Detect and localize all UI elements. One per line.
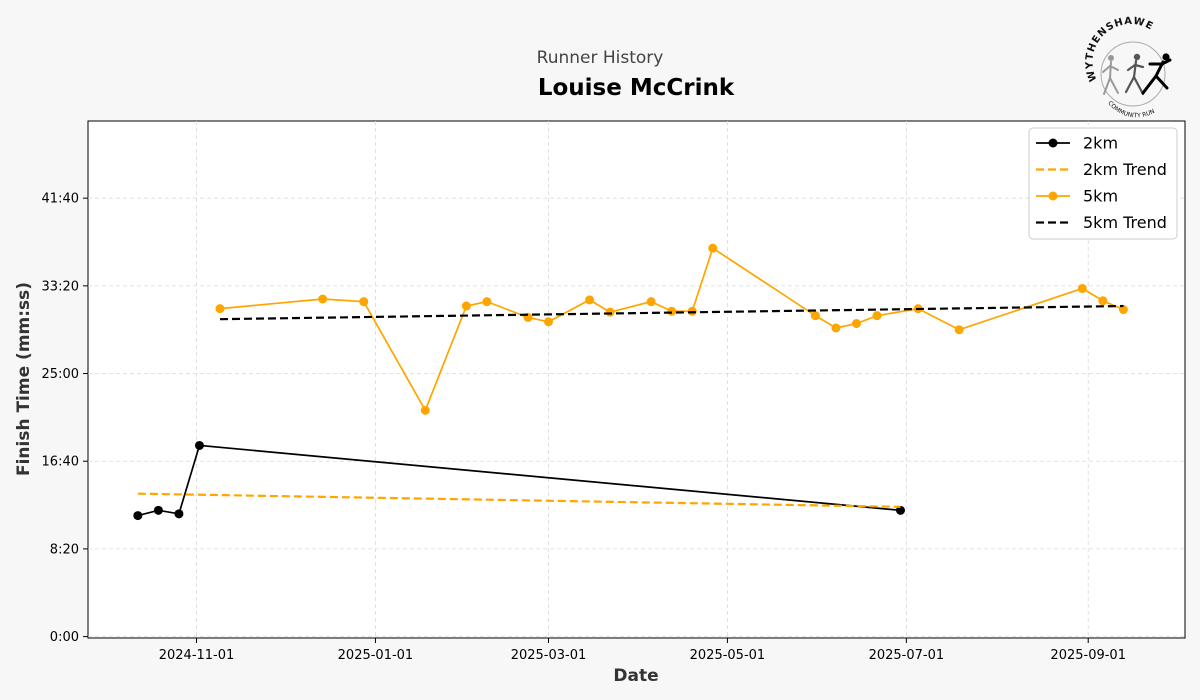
legend-marker [1048,191,1058,201]
data-point [667,306,677,316]
data-point [872,311,882,321]
data-point [461,301,471,311]
data-point [646,297,656,307]
data-point [174,509,184,519]
runner-icon-black [1141,53,1172,95]
data-point [851,319,861,329]
wythenshawe-logo: WYTHENSHAWE COMMUNITY RUN [1084,16,1172,120]
legend-label: 5km [1083,187,1118,206]
legend-label: 5km Trend [1083,213,1167,232]
x-tick-label: 2025-05-01 [690,648,766,663]
series-line-3 [219,304,1124,321]
x-tick-label: 2025-01-01 [338,648,414,663]
data-point [420,405,430,415]
data-point [585,295,595,305]
data-point [1118,305,1128,315]
axes-layer: 2024-11-01 2025-01-01 2025-03-01 2025-05-01… [42,192,1126,663]
chart-title: Louise McCrink [538,75,735,101]
logo-top-text: WYTHENSHAWE [1084,16,1155,83]
data-point [895,505,905,515]
y-axis-label: Finish Time (mm:ss) [14,282,34,476]
legend-label: 2km Trend [1083,160,1167,179]
x-tick-label: 2025-07-01 [869,648,945,663]
data-point [708,243,718,253]
runner-icon-dark [1124,53,1145,96]
data-point [133,511,143,521]
y-tick-label: 0:00 [50,630,79,645]
data-point [153,505,163,515]
y-tick-label: 25:00 [42,367,79,382]
x-tick-label: 2024-11-01 [159,648,235,663]
runner-icon-grey [1102,55,1119,95]
data-point [544,317,554,327]
data-point [194,440,204,450]
data-point [482,297,492,307]
data-point [831,323,841,333]
data-point [1098,296,1108,306]
y-tick-label: 41:40 [42,192,79,207]
data-point [810,311,820,321]
legend: 2km 2km Trend 5km 5km Trend [1028,127,1178,240]
logo-bottom-text: COMMUNITY RUN [1106,100,1156,120]
data-point [318,294,328,304]
x-tick-label: 2025-09-01 [1050,648,1126,663]
data-point [954,325,964,335]
y-tick-label: 16:40 [42,455,79,470]
data-point [605,307,615,317]
grid-layer [88,121,1185,638]
data-point [359,297,369,307]
data-point [1077,283,1087,293]
x-axis-label: Date [613,666,658,686]
y-tick-label: 8:20 [50,542,79,557]
data-point [215,304,225,314]
chart-subtitle: Runner History [537,48,664,68]
series-line-1 [137,492,901,508]
series-layer [133,243,1128,521]
legend-label: 2km [1083,134,1118,153]
legend-marker [1048,138,1058,148]
plot-area [87,120,1186,639]
legend-box [1028,127,1178,240]
x-tick-label: 2025-03-01 [511,648,587,663]
y-tick-label: 33:20 [42,279,79,294]
